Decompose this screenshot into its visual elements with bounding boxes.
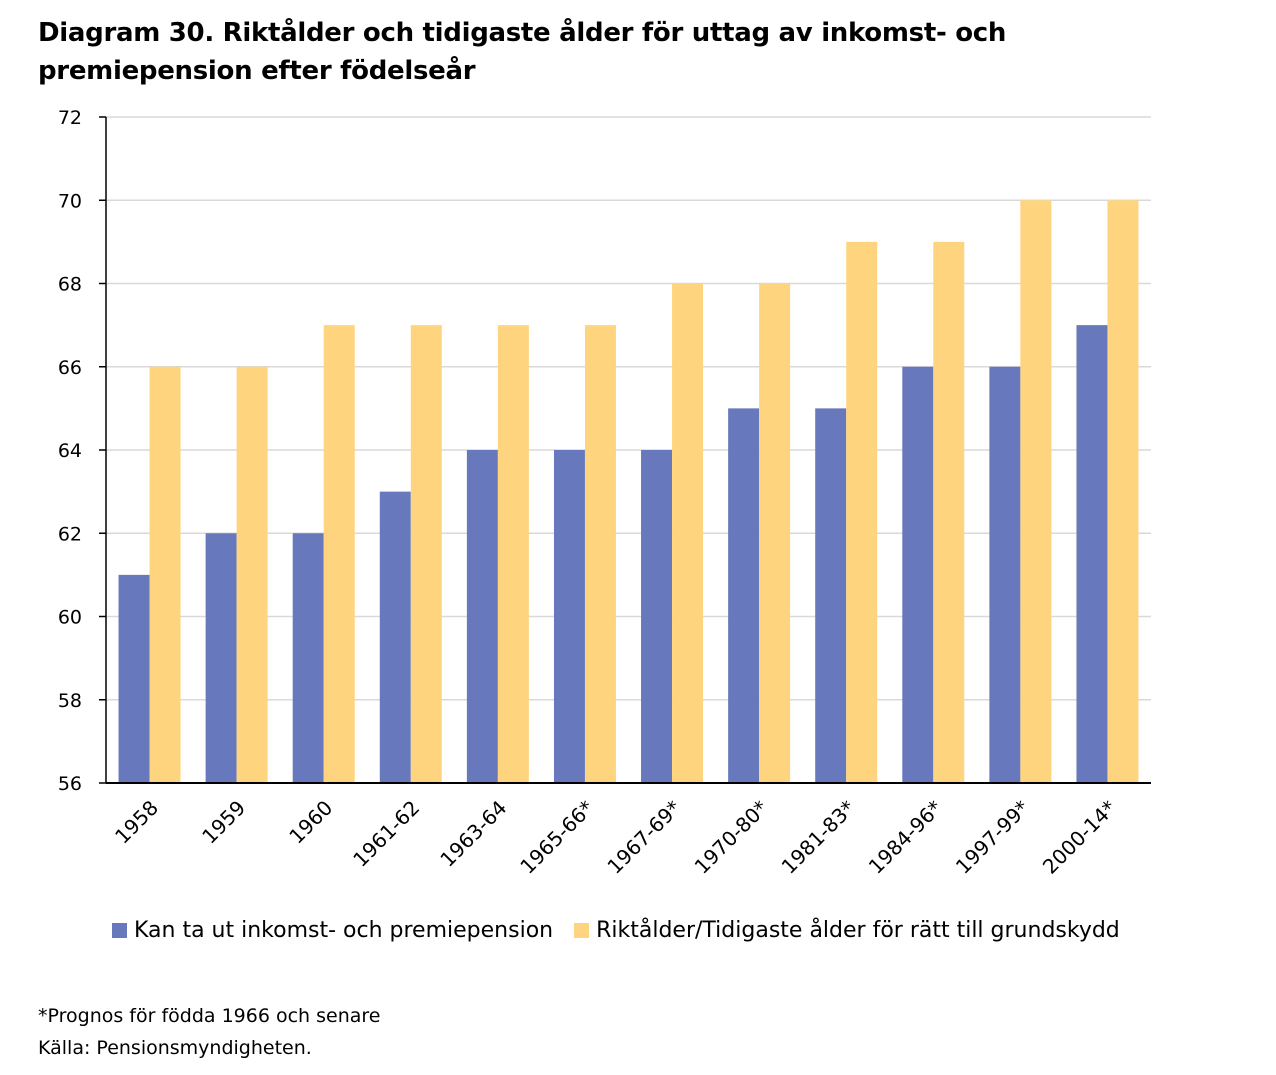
axes xyxy=(105,117,1151,784)
y-tick-label: 62 xyxy=(58,523,82,545)
legend-label-series-2: Riktålder/Tidigaste ålder för rätt till … xyxy=(596,918,1120,943)
bar-series-2 xyxy=(323,325,355,783)
legend-item-series-2: Riktålder/Tidigaste ålder för rätt till … xyxy=(574,918,1120,943)
legend-swatch-series-2 xyxy=(574,923,590,938)
bar-series-1 xyxy=(989,366,1021,783)
x-tick-label: 1967-69* xyxy=(602,796,685,879)
bar-series-1 xyxy=(641,450,673,783)
x-tick-label: 1997-99* xyxy=(951,796,1034,879)
bars xyxy=(118,200,1139,783)
bar-series-1 xyxy=(815,408,847,783)
y-tick-labels: 56 58 60 62 64 66 68 70 72 xyxy=(58,107,82,795)
bar-series-2 xyxy=(1107,200,1139,783)
footnote-block: *Prognos för födda 1966 och senare Källa… xyxy=(38,1000,381,1064)
bar-series-2 xyxy=(497,325,529,783)
bar-series-1 xyxy=(379,491,411,783)
x-tick-label: 2000-14* xyxy=(1038,796,1121,879)
x-tick-label: 1970-80* xyxy=(690,796,773,879)
legend-swatch-series-1 xyxy=(112,923,127,938)
x-tick-label: 1958 xyxy=(110,796,163,849)
legend: Kan ta ut inkomst- och premiepension Rik… xyxy=(112,918,1134,944)
bar-series-2 xyxy=(933,241,965,783)
bar-series-2 xyxy=(759,283,791,783)
bar-series-1 xyxy=(292,533,324,783)
chart-title: Diagram 30. Riktålder och tidigaste ålde… xyxy=(38,18,1007,86)
y-tick-label: 72 xyxy=(58,107,82,129)
bar-series-2 xyxy=(672,283,704,783)
y-tick-label: 64 xyxy=(58,440,82,462)
bar-series-1 xyxy=(1076,325,1108,783)
x-tick-label: 1984-96* xyxy=(864,796,947,879)
x-tick-label: 1960 xyxy=(284,796,337,849)
bar-series-2 xyxy=(584,325,616,783)
bar-series-1 xyxy=(466,450,498,783)
x-tick-label: 1961-62 xyxy=(348,796,424,872)
gridlines xyxy=(99,116,1151,784)
bar-series-1 xyxy=(902,366,934,783)
bar-series-1 xyxy=(553,450,585,783)
source-note: Källa: Pensionsmyndigheten. xyxy=(38,1037,312,1059)
x-tick-label: 1965-66* xyxy=(515,796,598,879)
footnote: *Prognos för födda 1966 och senare xyxy=(38,1005,381,1027)
y-tick-label: 70 xyxy=(58,190,82,212)
y-tick-label: 68 xyxy=(58,274,82,296)
y-tick-label: 58 xyxy=(58,690,82,712)
bar-series-2 xyxy=(410,325,442,783)
bar-series-2 xyxy=(149,366,181,783)
legend-label-series-1: Kan ta ut inkomst- och premiepension xyxy=(134,918,554,943)
y-tick-label: 60 xyxy=(58,607,82,629)
bar-series-1 xyxy=(118,574,150,783)
x-tick-label: 1959 xyxy=(197,796,250,849)
y-tick-label: 56 xyxy=(58,773,82,795)
y-tick-label: 66 xyxy=(58,357,82,379)
legend-item-series-1: Kan ta ut inkomst- och premiepension xyxy=(112,918,553,943)
x-tick-labels: 1958 1959 1960 1961-62 1963-64 1965-66* 1967-6… xyxy=(110,796,1121,879)
x-tick-label: 1981-83* xyxy=(777,796,860,879)
x-tick-label: 1963-64 xyxy=(435,796,511,872)
bar-series-1 xyxy=(205,533,237,783)
bar-series-2 xyxy=(236,366,268,783)
bar-series-2 xyxy=(846,241,878,783)
bar-series-2 xyxy=(1020,200,1052,783)
bar-series-1 xyxy=(728,408,760,783)
